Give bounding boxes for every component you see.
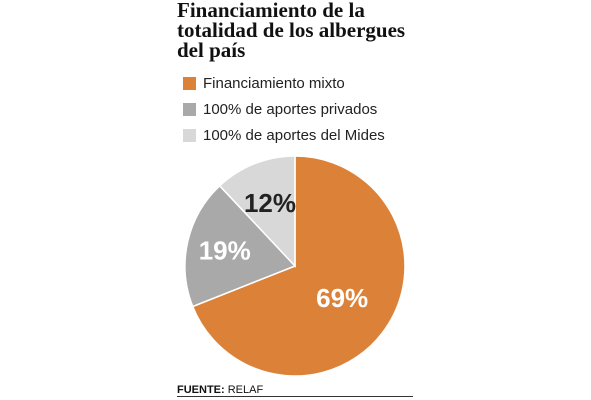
legend: Financiamiento mixto 100% de aportes pri… — [183, 73, 385, 151]
legend-item-privados: 100% de aportes privados — [183, 99, 385, 119]
legend-label-mides: 100% de aportes del Mides — [203, 126, 385, 144]
chart-title: Financiamiento de la totalidad de los al… — [177, 0, 406, 62]
legend-label-privados: 100% de aportes privados — [203, 100, 378, 118]
legend-item-mides: 100% de aportes del Mides — [183, 125, 385, 145]
pie-slice-mixto — [191, 155, 406, 377]
legend-swatch-mixto — [183, 76, 196, 90]
legend-item-mixto: Financiamiento mixto — [183, 73, 385, 93]
legend-swatch-privados — [183, 102, 196, 116]
legend-label-mixto: Financiamiento mixto — [203, 74, 345, 92]
legend-swatch-mides — [183, 128, 196, 142]
pie-slice-mides — [218, 155, 296, 268]
pie-slice-privados — [184, 184, 297, 308]
source-label: FUENTE: — [177, 384, 225, 396]
source-value: RELAF — [227, 384, 264, 396]
source-note: FUENTE: RELAF — [177, 384, 263, 396]
pie-label-mixto: 69% — [316, 283, 368, 313]
footer-divider — [177, 396, 413, 397]
pie-label-privados: 19% — [199, 235, 251, 265]
pie-label-mides: 12% — [244, 188, 296, 218]
